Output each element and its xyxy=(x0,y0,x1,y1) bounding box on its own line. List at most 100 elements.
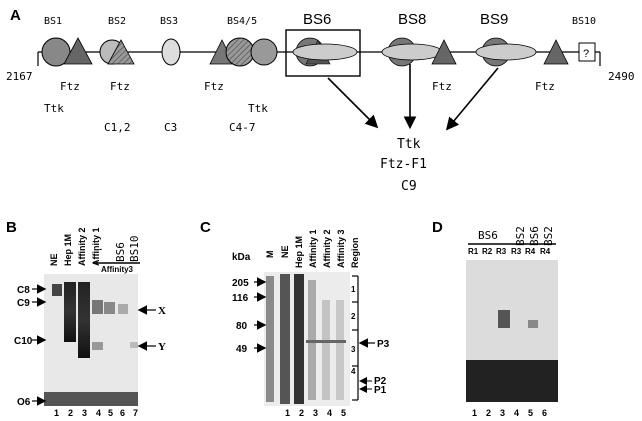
site-label-bs1: BS1 xyxy=(44,16,62,27)
lane-label-ne: NE xyxy=(280,245,290,258)
gel-b-bands xyxy=(44,282,138,406)
lane-number: 4 xyxy=(96,408,101,418)
site-label-bs9: BS9 xyxy=(480,11,508,28)
lane-number: 2 xyxy=(68,408,73,418)
band-x-label: X xyxy=(158,305,166,317)
protein-p2: P2 xyxy=(374,376,387,387)
mw-80: 80 xyxy=(236,321,248,332)
bs9-symbols xyxy=(475,37,537,67)
lane-label-region: Region xyxy=(350,238,360,269)
protein-c9: C9 xyxy=(401,179,417,194)
region-4: 4 xyxy=(351,367,356,376)
gel-c xyxy=(264,272,350,406)
marker-o6: O6 xyxy=(17,397,31,408)
lane-number: 5 xyxy=(108,408,113,418)
panel-d: D BS6 BS2 BS6 BS2 R1 R2 R3 R3 R4 R4 1 2 … xyxy=(432,219,558,418)
bs6-symbols xyxy=(292,37,358,67)
bs6-box xyxy=(285,29,361,77)
gel-d-bands xyxy=(466,310,558,402)
lane-number: 3 xyxy=(313,408,318,418)
mw-116: 116 xyxy=(232,293,249,304)
sub-r3-b: R3 xyxy=(511,247,522,256)
complex-c12: C1,2 xyxy=(104,121,131,134)
region-2: 2 xyxy=(351,312,356,321)
bs8-symbols xyxy=(381,37,457,67)
region-3: 3 xyxy=(351,345,356,354)
site-label-bs8: BS8 xyxy=(398,11,426,28)
protein-ftz-f1: Ftz-F1 xyxy=(380,157,427,172)
lane-number: 6 xyxy=(120,408,125,418)
lane-label-m: M xyxy=(265,251,275,259)
region-bracket xyxy=(352,275,359,401)
lane-label-affinity1: Affinity 1 xyxy=(308,229,318,268)
lane-label-minus: - xyxy=(99,244,102,254)
factor-ttk-bs45: Ttk xyxy=(248,102,268,115)
arrow-bs9 xyxy=(445,67,499,131)
bs45-symbols xyxy=(209,37,278,67)
lane-number: 6 xyxy=(542,408,547,418)
panel-b-label: B xyxy=(6,219,17,236)
factor-ftz-bs45: Ftz xyxy=(204,80,224,93)
sub-r3-a: R3 xyxy=(496,247,507,256)
unknown-factor-box: ? xyxy=(583,48,589,60)
site-label-bs10: BS10 xyxy=(572,16,596,27)
complex-c47: C4-7 xyxy=(229,121,256,134)
sub-r1: R1 xyxy=(468,247,479,256)
factor-ftz-bs8: Ftz xyxy=(432,80,452,93)
sub-r4-b: R4 xyxy=(540,247,551,256)
protein-ttk: Ttk xyxy=(397,137,421,152)
sub-r4-a: R4 xyxy=(525,247,536,256)
panel-c-label: C xyxy=(200,219,211,236)
lane-label-hep1m: Hep 1M xyxy=(294,236,304,268)
panel-a-label: A xyxy=(10,7,21,24)
header-bs6-a: BS6 xyxy=(478,229,498,242)
bs2-symbols xyxy=(99,39,135,65)
marker-c10: C10 xyxy=(14,336,33,347)
arrow-bs6 xyxy=(327,77,379,129)
lane-number: 3 xyxy=(82,408,87,418)
lane-number: 3 xyxy=(500,408,505,418)
factor-ftz-bs2: Ftz xyxy=(110,80,130,93)
panel-a: A BS1 BS2 BS3 BS4/5 BS6 BS8 BS9 BS10 216… xyxy=(6,7,635,194)
mw-205: 205 xyxy=(232,278,249,289)
sub-r2: R2 xyxy=(482,247,493,256)
bs1-symbols xyxy=(41,37,93,67)
complex-c3: C3 xyxy=(164,121,177,134)
mw-49: 49 xyxy=(236,344,248,355)
lane-label-bs10: BS10 xyxy=(128,236,141,263)
kda-label: kDa xyxy=(232,252,251,263)
site-label-bs2: BS2 xyxy=(108,16,126,27)
lane-label-affinity2: Affinity 2 xyxy=(77,227,87,266)
factor-ftz-bs10: Ftz xyxy=(535,80,555,93)
panel-b: B NE Hep 1M Affinity 2 Affinity 1 - BS6 … xyxy=(6,219,166,418)
bs10-symbols xyxy=(543,39,596,65)
gel-c-lanes xyxy=(266,274,346,404)
lane-number: 1 xyxy=(285,408,290,418)
panel-d-label: D xyxy=(432,219,443,236)
site-label-bs3: BS3 xyxy=(160,16,178,27)
factor-ftz-bs1: Ftz xyxy=(60,80,80,93)
lane-number: 5 xyxy=(341,408,346,418)
lane-label-ne: NE xyxy=(49,253,59,266)
coord-start: 2167 xyxy=(6,70,33,83)
lane-number: 5 xyxy=(528,408,533,418)
lane-number: 7 xyxy=(133,408,138,418)
lane-number: 1 xyxy=(472,408,477,418)
lane-label-affinity2: Affinity 2 xyxy=(322,229,332,268)
lane-number: 4 xyxy=(327,408,332,418)
affinity3-label: Affinity3 xyxy=(101,265,134,274)
lane-number: 1 xyxy=(54,408,59,418)
marker-c9: C9 xyxy=(17,298,30,309)
bs3-symbol xyxy=(161,38,181,66)
region-1: 1 xyxy=(351,285,356,294)
lane-number: 2 xyxy=(299,408,304,418)
lane-label-affinity3: Affinity 3 xyxy=(336,229,346,268)
lane-label-hep1m: Hep 1M xyxy=(63,234,73,266)
panel-c: C kDa M NE Hep 1M Affinity 1 Affinity 2 … xyxy=(200,219,390,418)
protein-p3: P3 xyxy=(377,339,390,350)
header-bs2-a: BS2 xyxy=(514,226,527,246)
header-bs6-b: BS6 xyxy=(528,226,541,246)
site-label-bs6: BS6 xyxy=(303,11,331,28)
site-label-bs45: BS4/5 xyxy=(227,16,257,27)
